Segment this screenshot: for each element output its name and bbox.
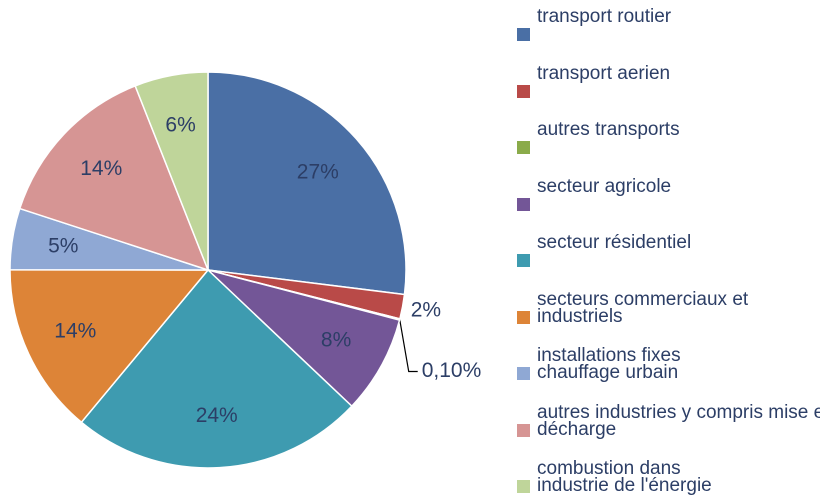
legend-label: autres industries y compris mise en déch… (537, 401, 820, 440)
legend-swatch (517, 310, 530, 324)
data-label: 24% (196, 404, 238, 427)
pie-slice (207, 269, 401, 408)
legend-swatch (517, 254, 530, 267)
legend-label: combustion dans industrie de l'énergie (537, 458, 712, 496)
legend-swatch (517, 423, 530, 437)
legend-label: autres transports (537, 119, 680, 140)
data-label: 14% (54, 320, 96, 343)
legend-label: transport routier (537, 6, 672, 27)
legend-label: secteur résidentiel (537, 232, 692, 253)
legend-item: installations fixes chauffage urbain (515, 345, 815, 395)
pie-slice (134, 71, 209, 271)
data-label: 0,10% (422, 359, 482, 382)
pie-area: 27% 2% 0,10% 8% 24% 14% 5% 14% 6% (9, 71, 482, 469)
data-label: 5% (48, 234, 78, 257)
legend-label: transport aerien (537, 62, 671, 84)
pie-slice (18, 84, 210, 272)
legend-item: autres transports (515, 119, 815, 169)
data-label: 14% (80, 157, 122, 180)
legend-swatch (517, 84, 530, 98)
legend-item: secteur agricole (515, 175, 815, 226)
data-label: 8% (321, 329, 351, 352)
legend-item: transport aerien (515, 62, 815, 113)
legend-swatch (517, 367, 530, 380)
legend-item: transport routier (515, 6, 815, 56)
pie-slice (207, 71, 407, 296)
pie-slice (80, 268, 353, 469)
legend-label: secteurs commerciaux et industriels (537, 288, 749, 327)
legend-item: secteurs commerciaux et industriels (515, 288, 815, 339)
pie-slice (9, 268, 210, 424)
legend-swatch (517, 141, 530, 154)
data-label: 6% (165, 114, 195, 137)
legend-label: installations fixes chauffage urbain (537, 345, 681, 383)
data-label: 27% (297, 161, 339, 184)
legend-swatch (517, 480, 530, 493)
data-label: 2% (411, 299, 441, 322)
legend-item: autres industries y compris mise en déch… (515, 403, 820, 452)
legend-item: combustion dans industrie de l'énergie (515, 458, 815, 503)
legend-swatch (517, 28, 530, 41)
leader-line (399, 319, 418, 373)
legend-item: secteur résidentiel (515, 232, 815, 282)
legend-label: secteur agricole (537, 175, 672, 197)
legend-swatch (517, 197, 530, 211)
